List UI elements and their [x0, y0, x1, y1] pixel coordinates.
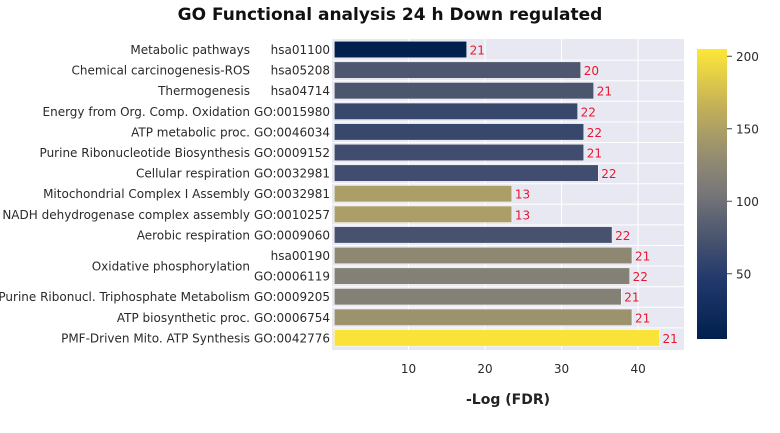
bar-count-label: 21: [635, 311, 650, 325]
x-tick-label: 10: [401, 362, 416, 376]
y-term-label: Purine Ribonucleotide Biosynthesis: [40, 146, 250, 160]
y-id-label: GO:0032981: [254, 187, 330, 201]
y-id-label: GO:0042776: [254, 331, 330, 345]
y-term-label: Chemical carcinogenesis-ROS: [71, 64, 250, 78]
bar-count-label: 21: [470, 44, 485, 58]
x-tick-label: 40: [630, 362, 645, 376]
bar-count-label: 13: [515, 208, 530, 222]
bar: [334, 185, 513, 203]
y-term-label: Cellular respiration: [136, 167, 250, 181]
bar: [334, 123, 585, 141]
y-term-label: ATP biosynthetic proc.: [117, 311, 250, 325]
colorbar-tick-label: 150: [736, 122, 759, 136]
y-term-label: Mitochondrial Complex I Assembly: [43, 187, 250, 201]
y-id-label: hsa04714: [271, 84, 330, 98]
colorbar-ticks: 50 100 150 200: [727, 50, 759, 281]
y-id-label: hsa05208: [271, 64, 330, 78]
bar-count-label: 22: [601, 167, 616, 181]
y-id-label: hsa00190: [271, 249, 330, 263]
colorbar-tick-label: 50: [736, 267, 751, 281]
bar-count-label: 21: [635, 250, 650, 264]
colorbar-tick-label: 200: [736, 50, 759, 64]
bar-count-label: 13: [515, 188, 530, 202]
bar: [334, 288, 622, 306]
bar: [334, 267, 630, 285]
bar-count-label: 22: [581, 105, 596, 119]
colorbar: [697, 49, 727, 339]
bar: [334, 61, 581, 79]
bar-count-label: 20: [584, 64, 599, 78]
x-tick-label: 20: [477, 362, 492, 376]
bar: [334, 82, 594, 100]
bar: [334, 329, 660, 347]
bar-count-label: 21: [597, 85, 612, 99]
bar-count-label: 22: [633, 270, 648, 284]
y-term-label: Aerobic respiration: [137, 228, 250, 242]
bar: [334, 144, 585, 161]
y-axis-labels: Metabolic pathways hsa01100 Chemical carci…: [0, 43, 330, 345]
bar-count-label: 21: [624, 291, 639, 305]
y-term-label: NADH dehydrogenase complex assembly: [2, 208, 250, 222]
bar-count-label: 21: [587, 147, 602, 161]
bar: [334, 164, 599, 182]
y-id-label: GO:0032981: [254, 167, 330, 181]
y-id-label: GO:0006119: [254, 270, 330, 284]
y-id-label: GO:0009060: [254, 228, 330, 242]
bar-count-label: 22: [587, 126, 602, 140]
y-term-label: ATP metabolic proc.: [131, 125, 250, 139]
y-term-label: Energy from Org. Comp. Oxidation: [43, 105, 250, 119]
y-term-label: Thermogenesis: [157, 84, 250, 98]
x-axis-ticks: 10 20 30 40: [401, 362, 646, 376]
y-id-label: GO:0046034: [254, 125, 330, 139]
bar: [334, 226, 613, 244]
y-id-label: GO:0006754: [254, 311, 330, 325]
bar: [334, 41, 467, 58]
bar-count-label: 21: [663, 332, 678, 346]
y-id-label: GO:0010257: [254, 208, 330, 222]
y-term-label: Metabolic pathways: [130, 43, 250, 57]
bar-count-label: 22: [615, 229, 630, 243]
x-axis-label: -Log (FDR): [466, 392, 550, 408]
chart-title: GO Functional analysis 24 h Down regulat…: [178, 5, 603, 25]
y-id-label: GO:0009205: [254, 290, 330, 304]
y-group-label: Oxidative phosphorylation: [92, 259, 250, 273]
y-id-label: GO:0009152: [254, 146, 330, 160]
bar: [334, 102, 578, 120]
x-tick-label: 30: [554, 362, 569, 376]
y-id-label: GO:0015980: [254, 105, 330, 119]
y-term-label: PMF-Driven Mito. ATP Synthesis: [61, 331, 250, 345]
colorbar-tick-label: 100: [736, 195, 759, 209]
bar: [334, 205, 513, 223]
y-id-label: hsa01100: [271, 43, 330, 57]
bar: [334, 247, 633, 264]
y-term-label: Purine Ribonucl. Triphosphate Metabolism: [0, 290, 250, 304]
bar: [334, 308, 633, 326]
